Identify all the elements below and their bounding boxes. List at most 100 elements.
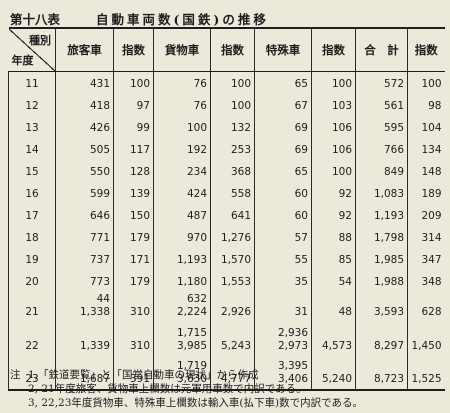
table-number: 第十八表 <box>10 12 61 27</box>
col-header-index: 指数 <box>311 27 356 72</box>
cell-total-index: 189 <box>407 181 445 204</box>
cell-special: 57 <box>254 225 312 248</box>
cell-year: 23 <box>8 355 56 391</box>
cell-freight-index: 100 <box>210 71 255 94</box>
cell-special-index: 100 <box>311 159 356 182</box>
cell-passenger-index: 179 <box>113 225 154 248</box>
cell-upper-value: 3,395 <box>277 359 308 372</box>
cell-year: 18 <box>8 225 56 248</box>
cell-passenger-index: 179 <box>113 269 154 292</box>
cell-passenger: 550 <box>55 159 114 182</box>
cell-total: 595 <box>355 115 408 138</box>
cell-total: 8,723 <box>355 355 408 391</box>
cell-passenger-index: 128 <box>113 159 154 182</box>
cell-special-index: 92 <box>311 181 356 204</box>
cell-freight: 192 <box>153 137 211 160</box>
cell-special-index: 100 <box>311 71 356 94</box>
cell-year: 21 <box>8 291 56 322</box>
cell-total: 849 <box>355 159 408 182</box>
cell-passenger: 1,687 <box>55 355 114 391</box>
cell-total: 3,593 <box>355 291 408 322</box>
table-row: 19 737 171 1,193 1,570 55 85 1,985 347 <box>8 247 445 270</box>
cell-year: 11 <box>8 71 56 94</box>
notes-label: 注 <box>10 369 21 381</box>
cell-freight-index: 100 <box>210 93 255 116</box>
cell-total-index: 148 <box>407 159 445 182</box>
cell-total: 766 <box>355 137 408 160</box>
cell-special-index: 92 <box>311 203 356 226</box>
corner-header: 種別 年度 <box>8 27 56 72</box>
col-header-total: 合 計 <box>355 27 408 72</box>
table-row: 17 646 150 487 641 60 92 1,193 209 <box>8 203 445 226</box>
cell-year: 13 <box>8 115 56 138</box>
cell-freight-index: 2,926 <box>210 291 255 322</box>
cell-freight: 76 <box>153 71 211 94</box>
cell-total: 1,083 <box>355 181 408 204</box>
cell-special-index: 88 <box>311 225 356 248</box>
cell-special: 31 <box>254 291 312 322</box>
cell-special: 65 <box>254 159 312 182</box>
cell-year: 15 <box>8 159 56 182</box>
cell-freight: 76 <box>153 93 211 116</box>
cell-freight-index: 132 <box>210 115 255 138</box>
cell-year: 20 <box>8 269 56 292</box>
cell-passenger-index: 117 <box>113 137 154 160</box>
cell-upper-value: 2,936 <box>277 326 308 339</box>
cell-total: 1,193 <box>355 203 408 226</box>
cell-total-index: 348 <box>407 269 445 292</box>
col-header-special: 特殊車 <box>254 27 312 72</box>
corner-year-label: 年度 <box>11 54 34 67</box>
cell-passenger-index: 310 <box>113 321 154 356</box>
footnote-1: 1,「鉄道要覧」と「国営自動車の現状」から作成 <box>28 369 259 381</box>
table-title: 第十八表 自動車両数(国鉄)の推移 <box>10 6 440 28</box>
col-header-index: 指数 <box>407 27 445 72</box>
table-row: 15 550 128 234 368 65 100 849 148 <box>8 159 445 182</box>
cell-total-index: 134 <box>407 137 445 160</box>
cell-freight-index: 641 <box>210 203 255 226</box>
header-row: 種別 年度 旅客車 指数 貨物車 指数 特殊車 指数 合 計 指数 <box>8 27 445 72</box>
cell-year: 16 <box>8 181 56 204</box>
corner-type-label: 種別 <box>29 34 51 47</box>
cell-special: 65 <box>254 71 312 94</box>
cell-lower-value: 3,406 <box>277 372 308 385</box>
cell-lower-value: 2,224 <box>176 305 207 318</box>
cell-total-index: 347 <box>407 247 445 270</box>
footnote-3: 3, 22,23年度貨物車、特殊車上欄数は輸入車(払下車)数で内訳である。 <box>28 397 364 409</box>
col-header-index: 指数 <box>210 27 255 72</box>
cell-freight: 1,180 <box>153 269 211 292</box>
cell-passenger: 44 1,338 <box>55 291 114 322</box>
table-row: 20 773 179 1,180 1,553 35 54 1,988 348 <box>8 269 445 292</box>
cell-total: 1,798 <box>355 225 408 248</box>
cell-total-index: 314 <box>407 225 445 248</box>
table-name: 自動車両数(国鉄)の推移 <box>96 12 269 27</box>
cell-special-index: 4,573 <box>311 321 356 356</box>
cell-special: 69 <box>254 115 312 138</box>
cell-freight: 487 <box>153 203 211 226</box>
cell-passenger: 773 <box>55 269 114 292</box>
cell-total-index: 100 <box>407 71 445 94</box>
cell-freight: 424 <box>153 181 211 204</box>
cell-total-index: 1,450 <box>407 321 445 356</box>
cell-passenger: 599 <box>55 181 114 204</box>
cell-special-index: 103 <box>311 93 356 116</box>
cell-special: 60 <box>254 181 312 204</box>
cell-lower-value: 1,338 <box>79 305 110 318</box>
cell-freight: 1,193 <box>153 247 211 270</box>
cell-freight: 234 <box>153 159 211 182</box>
cell-special-index: 5,240 <box>311 355 356 391</box>
table-row: 14 505 117 192 253 69 106 766 134 <box>8 137 445 160</box>
cell-total: 8,297 <box>355 321 408 356</box>
table-row: 23 1,687 391 1,719 3,630 4,777 3,395 3,406 5,240… <box>8 355 445 391</box>
cell-passenger-index: 97 <box>113 93 154 116</box>
cell-year: 22 <box>8 321 56 356</box>
cell-special: 2,936 2,973 <box>254 321 312 356</box>
cell-special-index: 54 <box>311 269 356 292</box>
table-row: 22 1,339 310 1,715 3,985 5,243 2,936 2,973 4,573… <box>8 321 445 356</box>
cell-upper-value: 1,715 <box>176 326 207 339</box>
cell-upper-value: 632 <box>186 292 207 305</box>
cell-special: 35 <box>254 269 312 292</box>
cell-passenger-index: 150 <box>113 203 154 226</box>
table-row: 18 771 179 970 1,276 57 88 1,798 314 <box>8 225 445 248</box>
cell-total-index: 1,525 <box>407 355 445 391</box>
cell-upper-value: 44 <box>96 292 110 305</box>
